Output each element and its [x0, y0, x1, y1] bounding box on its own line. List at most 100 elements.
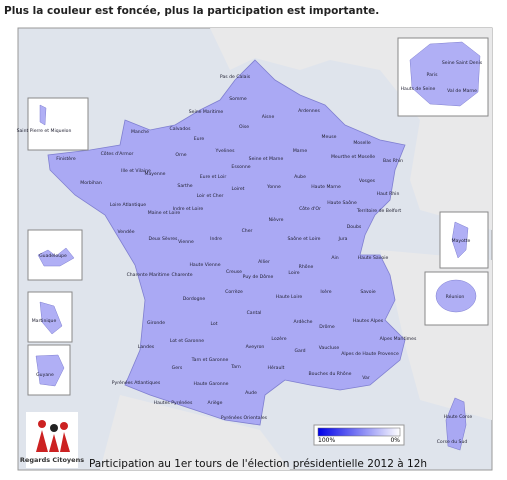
department-label: Cher: [242, 228, 253, 234]
department-label: Eure et Loir: [200, 174, 227, 180]
department-label: Indre et Loire: [173, 206, 204, 212]
department-label: Lot: [210, 321, 217, 327]
department-label: Indre: [210, 236, 222, 242]
logo-head: [50, 424, 58, 432]
logo-text: Regards Citoyens: [20, 456, 84, 464]
department-label: Aisne: [262, 114, 275, 120]
department-label: Isère: [320, 288, 331, 295]
department-label: Gironde: [147, 320, 165, 326]
department-label: Savoie: [360, 289, 376, 295]
department-label: Saint Pierre et Miquelon: [17, 128, 72, 134]
department-label: Val de Marne: [447, 88, 477, 94]
department-label: Réunion: [446, 293, 465, 300]
department-label: Ain: [331, 255, 338, 261]
department-label: Loir et Cher: [197, 193, 224, 199]
department-label: Territoire de Belfort: [356, 208, 402, 214]
legend-min: 0%: [390, 437, 400, 444]
department-label: Haute Garonne: [194, 381, 229, 387]
logo-figures: [36, 420, 70, 452]
department-label: Drôme: [319, 323, 335, 330]
department-label: Tarn et Garonne: [191, 357, 229, 363]
department-label: Landes: [138, 344, 155, 350]
department-label: Hautes Alpes: [353, 318, 384, 324]
department-label: Nièvre: [269, 216, 284, 223]
france: [47, 59, 406, 426]
department-label: Martinique: [32, 318, 57, 324]
corsica: [445, 397, 467, 451]
department-label: Puy de Dôme: [243, 273, 274, 280]
department-label: Bouches du Rhône: [309, 370, 352, 377]
department-label: Meurthe et Moselle: [331, 154, 375, 160]
department-label: Hauts de Seine: [401, 86, 436, 92]
department-label: Côtes d'Armor: [101, 150, 134, 157]
department-label: Sarthe: [177, 183, 192, 189]
department-label: Haut Rhin: [377, 191, 400, 197]
department-label: Loiret: [232, 186, 245, 192]
paris-shape: [409, 41, 481, 107]
department-label: Vaucluse: [319, 345, 340, 351]
spain: [100, 395, 290, 470]
department-label: Pyrénées Orientales: [221, 414, 268, 421]
department-label: Ardennes: [298, 108, 320, 114]
department-label: Alpes de Haute Provence: [341, 351, 399, 357]
department-label: Guyane: [36, 372, 54, 378]
department-label: Mayenne: [145, 171, 166, 177]
department-label: Allier: [258, 259, 270, 265]
department-label: Haute Saône: [327, 199, 357, 206]
department-label: Creuse: [226, 269, 242, 275]
logo-head: [60, 422, 68, 430]
inset-spm: [27, 97, 89, 151]
department-label: Deux Sèvres: [149, 235, 179, 242]
department-label: Haute Vienne: [189, 262, 220, 268]
martinique-shape: [39, 301, 63, 335]
department-label: Hautes Pyrénées: [154, 399, 193, 406]
department-label: Hérault: [268, 364, 285, 371]
guyane-shape: [35, 354, 65, 387]
department-label: Gers: [172, 365, 183, 371]
department-label: Pas de Calais: [220, 74, 251, 80]
department-label: Seine et Marne: [249, 156, 284, 162]
department-label: Lot et Garonne: [170, 338, 204, 344]
department-label: Vosges: [359, 178, 376, 184]
department-label: Doubs: [347, 224, 362, 230]
department-label: Calvados: [170, 126, 192, 132]
department-label: Ariège: [208, 399, 223, 406]
department-label: Côte d'Or: [299, 205, 321, 212]
department-label: Yonne: [266, 184, 281, 190]
department-label: Seine Maritime: [189, 109, 224, 115]
department-label: Haute Marne: [311, 184, 341, 190]
legend-max: 100%: [318, 437, 335, 444]
department-label: Lozère: [271, 335, 286, 342]
department-label: Vienne: [178, 239, 194, 245]
department-label: Charente Maritime: [127, 272, 170, 278]
department-label: Loire Atlantique: [110, 202, 146, 208]
department-label: Manche: [131, 129, 149, 135]
department-label: Charente: [171, 272, 192, 278]
department-label: Paris: [427, 72, 439, 78]
department-label: Bas Rhin: [383, 158, 403, 164]
department-label: Gard: [294, 348, 305, 354]
department-label: Haute Savoie: [358, 255, 389, 261]
department-label: Loire: [288, 270, 299, 276]
department-label: Orne: [175, 152, 186, 158]
spm-shape: [39, 104, 47, 126]
department-label: Marne: [293, 148, 307, 154]
department-label: Alpes Maritimes: [380, 336, 417, 342]
department-label: Somme: [229, 96, 247, 102]
department-label: Vendée: [117, 228, 134, 235]
legend-gradient: [317, 427, 401, 437]
department-label: Aude: [245, 390, 257, 396]
department-label: Corrèze: [225, 288, 243, 295]
department-label: Haute Corse: [444, 414, 473, 420]
logo-bodies: [36, 430, 70, 452]
logo-bg: [26, 412, 78, 468]
department-label: Guadeloupe: [39, 253, 67, 259]
department-label: Morbihan: [80, 180, 102, 186]
guadeloupe-shape: [37, 247, 75, 267]
mayotte-shape: [451, 221, 469, 259]
department-label: Rhône: [299, 263, 314, 270]
department-label: Meuse: [322, 134, 337, 140]
department-label: Ille et Vilaine: [121, 168, 151, 174]
department-label: Saône et Loire: [287, 235, 320, 242]
